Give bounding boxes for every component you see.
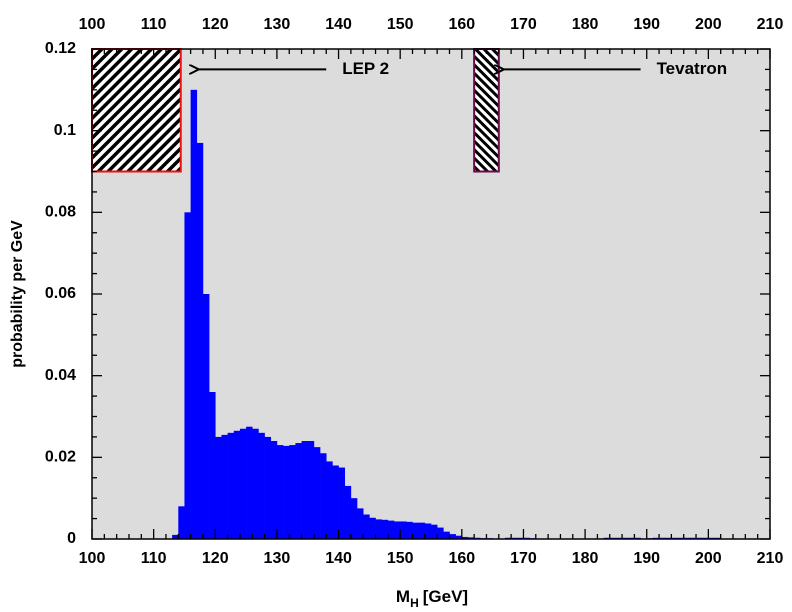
x-tick-label-top: 150 — [387, 16, 414, 33]
y-tick-label: 0.12 — [45, 40, 76, 57]
histogram-bar — [202, 294, 210, 539]
histogram-bar — [406, 521, 413, 539]
histogram-bar — [449, 534, 456, 539]
histogram-bar — [455, 535, 463, 539]
histogram-bar — [215, 436, 222, 539]
histogram-bar — [344, 485, 352, 539]
histogram-bar — [307, 441, 315, 539]
y-axis-label: probability per GeV — [9, 220, 26, 368]
histogram-bar — [301, 441, 309, 539]
histogram-bar — [233, 430, 241, 539]
histogram-bar — [283, 445, 290, 539]
histogram-bar — [270, 441, 278, 539]
annotation-label: LEP 2 — [342, 59, 389, 78]
histogram-bar — [184, 212, 191, 540]
y-tick-label: 0.02 — [45, 449, 76, 466]
x-tick-label-top: 190 — [633, 16, 660, 33]
x-tick-label: 190 — [633, 550, 660, 567]
histogram-bar — [394, 521, 401, 539]
histogram-bar — [381, 519, 389, 539]
histogram-bar — [252, 428, 259, 539]
histogram-bar — [443, 531, 450, 539]
x-tick-label: 160 — [448, 550, 475, 567]
histogram-bar — [209, 392, 216, 539]
histogram-bar — [387, 520, 395, 539]
histogram-bar — [369, 517, 376, 539]
histogram-bar — [295, 443, 302, 539]
excluded-region — [91, 48, 182, 173]
histogram-bar — [239, 428, 247, 539]
histogram-bar — [320, 453, 327, 539]
histogram-bar — [196, 142, 204, 539]
histogram-bar — [276, 445, 284, 539]
histogram-bar — [221, 434, 228, 539]
histogram-bar — [375, 519, 382, 539]
histogram-bar — [246, 426, 253, 539]
x-tick-label: 140 — [325, 550, 352, 567]
x-tick-label: 120 — [202, 550, 229, 567]
histogram-bar — [357, 508, 364, 539]
excluded-region — [473, 48, 500, 173]
histogram-bar — [264, 436, 272, 539]
histogram-bar — [424, 523, 432, 539]
x-tick-label: 200 — [695, 550, 722, 567]
histogram-bar — [461, 536, 469, 539]
annotation-label: Tevatron — [657, 59, 728, 78]
x-tick-label-top: 200 — [695, 16, 722, 33]
histogram-bar — [190, 89, 198, 539]
y-tick-label: 0.1 — [54, 122, 76, 139]
x-tick-label: 210 — [757, 550, 784, 567]
histogram-bar — [326, 461, 333, 539]
x-tick-label-top: 160 — [448, 16, 475, 33]
x-tick-label-top: 100 — [79, 16, 106, 33]
histogram-bar — [467, 537, 475, 539]
histogram-bar — [178, 506, 185, 539]
x-tick-label-top: 180 — [572, 16, 599, 33]
x-tick-label: 130 — [264, 550, 291, 567]
y-tick-label: 0.04 — [45, 367, 76, 384]
x-tick-label: 110 — [141, 550, 167, 567]
y-tick-label: 0.06 — [45, 285, 76, 302]
x-tick-label: 150 — [387, 550, 414, 567]
x-tick-label: 100 — [79, 550, 106, 567]
x-tick-label-top: 120 — [202, 16, 229, 33]
histogram-bar — [338, 467, 346, 539]
histogram-bar — [172, 534, 179, 539]
x-tick-label-top: 210 — [757, 16, 784, 33]
histogram-bar — [350, 498, 358, 539]
x-tick-label-top: 110 — [141, 16, 167, 33]
histogram-bar — [363, 514, 370, 539]
histogram-bar — [289, 445, 296, 539]
x-tick-label: 170 — [510, 550, 537, 567]
histogram-bar — [332, 465, 339, 539]
x-tick-label-top: 140 — [325, 16, 352, 33]
y-tick-label: 0 — [67, 530, 76, 547]
histogram-bar — [400, 521, 407, 539]
x-tick-label-top: 170 — [510, 16, 537, 33]
histogram-bar — [258, 432, 265, 539]
histogram-bar — [412, 522, 419, 539]
histogram-bar — [227, 432, 235, 539]
histogram-bar — [418, 522, 426, 539]
histogram-bar — [313, 447, 321, 539]
histogram-bar — [431, 524, 438, 539]
y-tick-label: 0.08 — [45, 204, 76, 221]
x-axis-label: MH [GeV] — [396, 587, 468, 610]
x-tick-label: 180 — [572, 550, 599, 567]
x-tick-label-top: 130 — [264, 16, 291, 33]
histogram-bar — [437, 527, 444, 539]
